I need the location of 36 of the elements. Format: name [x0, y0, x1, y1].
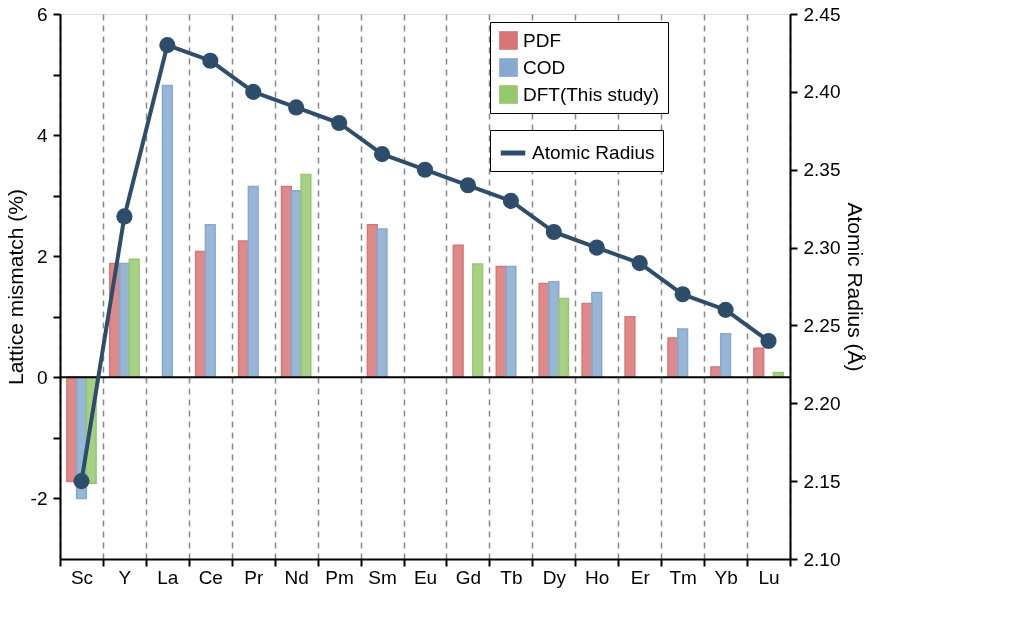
- y-axis-title: Lattice mismatch (%): [3, 188, 27, 386]
- x-tick-label: Ho: [585, 566, 610, 588]
- y2-tick-label: 2.35: [803, 159, 841, 181]
- x-tick-label: Dy: [542, 566, 567, 588]
- y2-axis-title: Atomic Radius (Å): [844, 202, 868, 372]
- x-tick-label: Ce: [198, 566, 223, 588]
- y2-tick-label: 2.45: [803, 3, 841, 25]
- legend-label: PDF: [523, 29, 561, 51]
- x-tick-label: Gd: [455, 566, 482, 588]
- x-tick-label: Sc: [70, 566, 94, 588]
- y2-tick-label: 2.20: [803, 392, 841, 414]
- x-tick-label: Yb: [714, 566, 738, 588]
- y-tick-label: 4: [36, 124, 48, 146]
- y2-tick-label: 2.25: [803, 314, 841, 336]
- x-tick-label: Sm: [368, 566, 397, 588]
- y-tick-label: 2: [36, 245, 48, 267]
- x-tick-label: Pm: [325, 566, 354, 588]
- x-tick-label: Tb: [500, 566, 523, 588]
- x-tick-label: Nd: [284, 566, 309, 588]
- x-tick-label: Tm: [669, 566, 697, 588]
- y-tick-label: 0: [36, 366, 48, 388]
- y2-tick-label: 2.15: [803, 470, 841, 492]
- y-tick-label: 6: [36, 3, 48, 25]
- legend-label: DFT(This study): [523, 83, 660, 105]
- legend-label: COD: [523, 56, 566, 78]
- y2-tick-label: 2.30: [803, 237, 841, 259]
- y2-tick-label: 2.10: [803, 548, 841, 570]
- y2-tick-label: 2.40: [803, 81, 841, 103]
- x-tick-label: Y: [118, 566, 132, 588]
- y-tick-label: -2: [30, 487, 48, 509]
- x-tick-label: La: [157, 566, 179, 588]
- x-tick-label: Lu: [758, 566, 780, 588]
- legend-label: Atomic Radius: [532, 142, 655, 163]
- x-tick-label: Er: [630, 566, 651, 588]
- x-tick-label: Eu: [413, 566, 438, 588]
- x-tick-label: Pr: [244, 566, 264, 588]
